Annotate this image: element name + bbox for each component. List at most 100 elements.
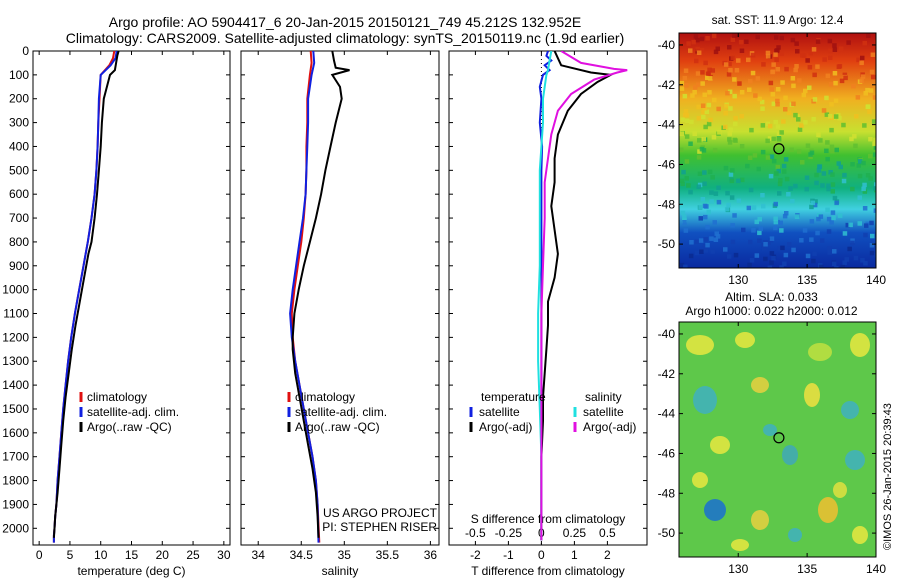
sst-pixel <box>755 34 760 40</box>
sst-pixel <box>837 213 843 218</box>
sst-pixel <box>811 47 817 52</box>
sst-pixel <box>712 220 717 225</box>
sst-pixel <box>770 69 776 74</box>
sst-pixel <box>733 121 738 127</box>
sst-pixel <box>796 149 802 154</box>
x-tick-label: 0 <box>36 548 43 562</box>
sst-pixel <box>684 159 690 164</box>
sst-pixel <box>759 99 765 105</box>
sst-pixel <box>693 34 699 39</box>
x-tick-label: 35.5 <box>376 548 400 562</box>
sst-pixel <box>767 123 773 129</box>
sst-pixel <box>849 136 854 142</box>
sst-pixel <box>730 37 736 42</box>
x-tick-label: 34 <box>252 548 266 562</box>
argo-location-marker <box>773 432 785 444</box>
x-tick-label: 20 <box>156 548 170 562</box>
sst-pixel <box>837 115 842 121</box>
sst-pixel <box>786 110 792 116</box>
sst-pixel <box>710 175 715 180</box>
sst-pixel <box>744 39 749 44</box>
sst-pixel <box>688 141 693 146</box>
map-y-tick-label: -42 <box>658 78 676 92</box>
sst-pixel <box>760 149 766 155</box>
sst-pixel <box>708 117 713 123</box>
sst-pixel <box>821 171 827 176</box>
sst-pixel <box>727 61 732 67</box>
sst-pixel <box>683 109 689 114</box>
sst-pixel <box>702 244 708 249</box>
x2-tick-label: -0.5 <box>465 526 486 540</box>
sst-pixel <box>679 80 685 86</box>
sst-pixel <box>830 189 835 194</box>
series-line <box>540 51 614 541</box>
sst-pixel <box>711 135 717 140</box>
sst-pixel <box>712 147 718 153</box>
sst-pixel <box>689 119 694 125</box>
x-tick-label: 35 <box>338 548 352 562</box>
sst-pixel <box>734 68 740 73</box>
sst-pixel <box>730 55 736 60</box>
sst-pixel <box>755 76 761 81</box>
sst-pixel <box>709 199 714 204</box>
sst-pixel <box>684 176 689 181</box>
sst-pixel <box>679 147 684 152</box>
sst-pixel <box>748 239 753 245</box>
sla-eddy <box>731 539 749 551</box>
sst-pixel <box>768 80 774 86</box>
sst-pixel <box>868 153 873 159</box>
sst-pixel <box>751 205 757 210</box>
sst-pixel <box>697 138 702 143</box>
sst-pixel <box>711 33 717 39</box>
sst-pixel <box>768 173 774 179</box>
y-tick-label: 1800 <box>2 474 29 488</box>
y-tick-label: 1000 <box>2 283 29 297</box>
sst-pixel <box>689 240 694 245</box>
sst-pixel <box>868 88 874 93</box>
sst-pixel <box>862 189 868 194</box>
sst-pixel <box>872 95 876 100</box>
sst-pixel <box>701 136 706 142</box>
sst-pixel <box>746 205 752 211</box>
sst-pixel <box>727 140 733 145</box>
sst-pixel <box>779 51 784 56</box>
sst-pixel <box>830 172 835 177</box>
map-x-tick-label: 140 <box>866 273 886 287</box>
sst-pixel <box>747 87 752 92</box>
sst-pixel <box>776 137 782 142</box>
sst-pixel <box>700 103 706 108</box>
sst-pixel <box>737 81 742 86</box>
sla-map-eddies <box>686 332 870 551</box>
sst-pixel <box>776 45 781 50</box>
map-y-tick-label: -40 <box>658 327 676 341</box>
sst-pixel <box>794 41 799 46</box>
sst-pixel <box>815 230 820 236</box>
sst-pixel <box>754 253 760 258</box>
sst-pixel <box>859 60 864 66</box>
sla-eddy <box>804 383 820 407</box>
legend-label: satellite-adj. clim. <box>87 405 179 419</box>
sst-pixel <box>841 178 847 184</box>
sst-pixel <box>728 127 733 132</box>
sst-pixel <box>697 171 703 176</box>
sst-pixel <box>863 261 868 266</box>
legend-heading: temperature <box>481 390 546 404</box>
sst-pixel <box>783 157 789 162</box>
sst-pixel <box>805 143 811 148</box>
sst-pixel <box>842 231 848 236</box>
sst-pixel <box>811 258 816 264</box>
sst-pixel <box>751 228 756 233</box>
sst-pixel <box>813 199 818 204</box>
sst-pixel <box>873 208 876 213</box>
sst-pixel <box>874 40 876 45</box>
y-tick-label: 1400 <box>2 378 29 392</box>
sst-pixel <box>814 172 819 178</box>
sst-pixel <box>776 131 782 137</box>
sst-pixel <box>696 184 701 189</box>
sst-pixel <box>869 220 874 226</box>
x-axis-label: salinity <box>322 564 359 578</box>
chart-title-line2: Climatology: CARS2009. Satellite-adjuste… <box>65 30 625 46</box>
sst-pixel <box>703 237 708 242</box>
sst-pixel <box>828 82 834 87</box>
y-tick-label: 1300 <box>2 354 29 368</box>
